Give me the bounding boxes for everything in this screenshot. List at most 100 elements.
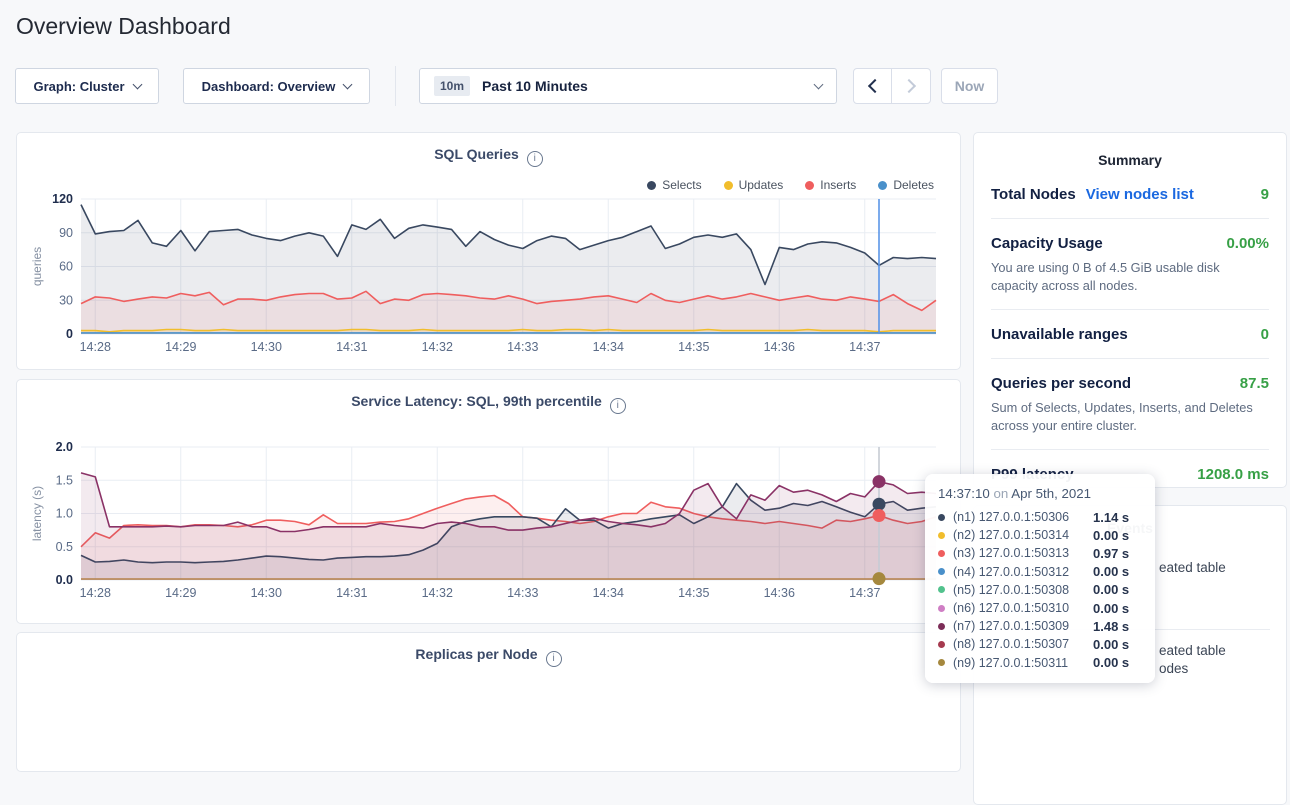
sql-queries-panel: SQL Queries SelectsUpdatesInsertsDeletes…	[16, 132, 961, 370]
summary-panel: Summary Total Nodes View nodes list 9 Ca…	[973, 132, 1287, 488]
series-color-dot	[938, 586, 945, 593]
qps-desc: Sum of Selects, Updates, Inserts, and De…	[991, 399, 1269, 434]
qps-value: 87.5	[1240, 375, 1269, 392]
sql-queries-svg[interactable]: 14:28 14:29 14:30 14:31 14:32 14:33 14:34 14:35…	[29, 189, 944, 359]
tooltip-node-label: (n6) 127.0.0.1:50310	[953, 601, 1093, 615]
event-item-fragment[interactable]: eated table	[1159, 643, 1226, 658]
x-tick-label: 14:35	[678, 340, 709, 354]
summary-row-total-nodes: Total Nodes View nodes list 9	[991, 170, 1269, 219]
dashboard-dropdown-label: Dashboard: Overview	[202, 79, 336, 94]
y-tick-label: 0.0	[56, 573, 73, 587]
tooltip-date: Apr 5th, 2021	[1011, 486, 1091, 501]
summary-row-capacity: Capacity Usage 0.00% You are using 0 B o…	[991, 219, 1269, 310]
x-tick-label: 14:31	[336, 340, 367, 354]
tooltip-node-label: (n4) 127.0.0.1:50312	[953, 565, 1093, 579]
view-nodes-list-link[interactable]: View nodes list	[1086, 186, 1194, 203]
event-item-fragment[interactable]: odes	[1159, 661, 1188, 676]
series-color-dot	[938, 550, 945, 557]
chart-hover-tooltip: 14:37:10 on Apr 5th, 2021 (n1) 127.0.0.1…	[925, 474, 1155, 683]
graph-dropdown[interactable]: Graph: Cluster	[15, 68, 159, 104]
tooltip-row: (n1) 127.0.0.1:503061.14 s	[938, 508, 1142, 526]
series-color-dot	[938, 641, 945, 648]
service-latency-chart[interactable]: 14:2814:2914:3014:3114:3214:3314:3414:35…	[29, 439, 944, 609]
unavailable-value: 0	[1261, 326, 1269, 343]
series-color-dot	[938, 605, 945, 612]
series-area-inserts	[81, 291, 936, 334]
overview-dashboard-screen: Overview Dashboard Graph: Cluster Dashbo…	[0, 0, 1290, 689]
series-color-dot	[938, 514, 945, 521]
tooltip-row: (n5) 127.0.0.1:503080.00 s	[938, 581, 1142, 599]
x-tick-label: 14:28	[80, 340, 111, 354]
series-color-dot	[938, 623, 945, 630]
tooltip-node-label: (n2) 127.0.0.1:50314	[953, 528, 1093, 542]
tooltip-node-value: 1.14 s	[1093, 510, 1129, 525]
service-latency-sql-99th-percentile-svg[interactable]: 14:2814:2914:3014:3114:3214:3314:3414:35…	[29, 439, 944, 609]
p99-value: 1208.0 ms	[1197, 466, 1269, 483]
event-item-fragment[interactable]: eated table	[1159, 560, 1226, 575]
y-axis-unit-label: queries	[30, 247, 44, 286]
x-tick-label: 14:29	[165, 586, 196, 600]
tooltip-row: (n2) 127.0.0.1:503140.00 s	[938, 526, 1142, 544]
tooltip-node-label: (n5) 127.0.0.1:50308	[953, 583, 1093, 597]
y-tick-label: 60	[59, 260, 73, 274]
y-tick-label: 1.0	[56, 507, 73, 521]
info-icon[interactable]	[546, 651, 562, 667]
info-icon[interactable]	[610, 398, 626, 414]
x-tick-label: 14:35	[678, 586, 709, 600]
total-nodes-value: 9	[1261, 186, 1269, 203]
time-step-group	[853, 68, 931, 104]
time-prev-button[interactable]	[854, 69, 892, 103]
x-tick-label: 14:34	[593, 340, 624, 354]
capacity-label: Capacity Usage	[991, 235, 1103, 252]
chevron-down-icon	[343, 79, 353, 89]
summary-row-qps: Queries per second 87.5 Sum of Selects, …	[991, 359, 1269, 450]
x-tick-label: 14:30	[251, 340, 282, 354]
x-tick-label: 14:36	[764, 340, 795, 354]
tooltip-on: on	[993, 486, 1008, 501]
tooltip-node-value: 1.48 s	[1093, 619, 1129, 634]
service-latency-panel: Service Latency: SQL, 99th percentile 14…	[16, 379, 961, 624]
x-tick-label: 14:36	[764, 586, 795, 600]
tooltip-node-value: 0.00 s	[1093, 582, 1129, 597]
now-button[interactable]: Now	[941, 68, 998, 104]
replicas-title-text: Replicas per Node	[415, 646, 537, 662]
x-tick-label: 14:29	[165, 340, 196, 354]
tooltip-time: 14:37:10	[938, 486, 990, 501]
replicas-per-node-panel: Replicas per Node	[16, 632, 961, 772]
y-tick-label: 0	[66, 327, 73, 341]
tooltip-node-label: (n1) 127.0.0.1:50306	[953, 510, 1093, 524]
service-latency-title-text: Service Latency: SQL, 99th percentile	[351, 393, 602, 409]
x-tick-label: 14:33	[507, 586, 538, 600]
replicas-title: Replicas per Node	[17, 646, 960, 667]
x-tick-label: 14:30	[251, 586, 282, 600]
summary-row-unavailable: Unavailable ranges 0	[991, 310, 1269, 359]
dashboard-dropdown[interactable]: Dashboard: Overview	[183, 68, 370, 104]
info-icon[interactable]	[527, 151, 543, 167]
y-tick-label: 1.5	[56, 473, 73, 487]
x-tick-label: 14:32	[422, 586, 453, 600]
x-tick-label: 14:33	[507, 340, 538, 354]
x-tick-label: 14:31	[336, 586, 367, 600]
time-range-dropdown[interactable]: 10m Past 10 Minutes	[419, 68, 837, 104]
y-tick-label: 0.5	[56, 540, 73, 554]
capacity-desc: You are using 0 B of 4.5 GiB usable disk…	[991, 259, 1269, 294]
time-next-button[interactable]	[892, 69, 930, 103]
summary-title: Summary	[974, 133, 1286, 168]
series-color-dot	[938, 568, 945, 575]
tooltip-row: (n8) 127.0.0.1:503070.00 s	[938, 635, 1142, 653]
chevron-right-icon	[902, 79, 916, 93]
tooltip-node-value: 0.97 s	[1093, 546, 1129, 561]
y-tick-label: 120	[52, 192, 73, 206]
series-color-dot	[938, 659, 945, 666]
hover-dot	[873, 475, 886, 488]
tooltip-node-label: (n7) 127.0.0.1:50309	[953, 619, 1093, 633]
tooltip-row: (n4) 127.0.0.1:503120.00 s	[938, 563, 1142, 581]
chevron-left-icon	[867, 79, 881, 93]
x-tick-label: 14:32	[422, 340, 453, 354]
sql-queries-chart[interactable]: 14:28 14:29 14:30 14:31 14:32 14:33 14:34 14:35…	[29, 189, 944, 359]
tooltip-node-value: 0.00 s	[1093, 601, 1129, 616]
y-tick-label: 90	[59, 226, 73, 240]
unavailable-label: Unavailable ranges	[991, 326, 1128, 343]
chevron-down-icon	[132, 79, 142, 89]
service-latency-title: Service Latency: SQL, 99th percentile	[17, 393, 960, 414]
